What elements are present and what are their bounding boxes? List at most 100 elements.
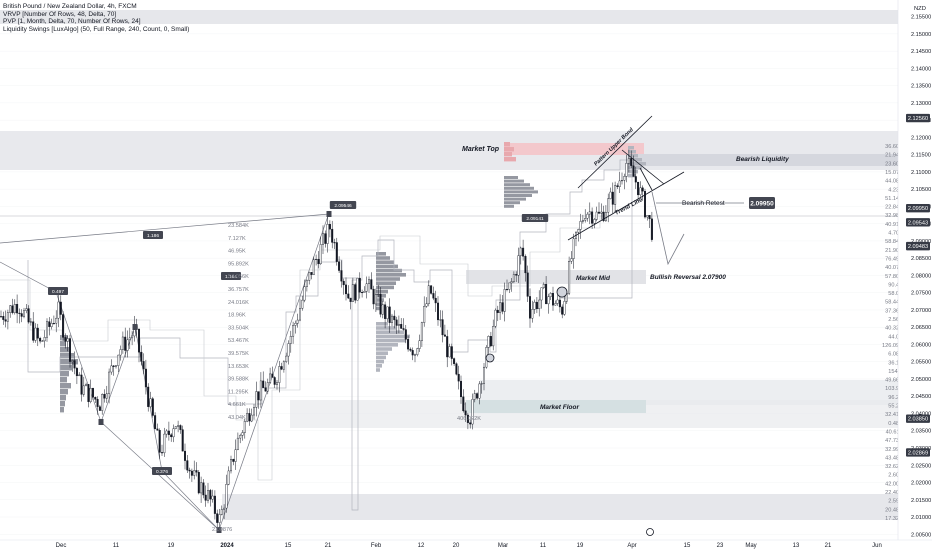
volume-bar [60, 377, 67, 383]
candle-up [351, 284, 354, 302]
candle-up [600, 211, 603, 214]
candle-down [52, 323, 55, 325]
candle-down [501, 302, 504, 312]
volume-bar [504, 190, 538, 194]
candle-up [533, 301, 536, 310]
x-tick-label: 19 [577, 543, 584, 549]
volume-bar [376, 330, 404, 334]
x-tick-label: 21 [825, 543, 832, 549]
zigzag-tag [152, 467, 172, 475]
candle-up [269, 373, 272, 383]
volume-bar [504, 197, 526, 201]
volume-bar [376, 289, 388, 294]
volume-label-left: 36.757K [228, 287, 249, 293]
y-tick-label: 2.07000 [911, 308, 931, 314]
volume-label-left: 18.96K [228, 313, 246, 319]
candle-down [526, 272, 529, 297]
bearish-retest-label: Bearish Retest [682, 200, 725, 207]
candle-down [552, 292, 555, 306]
price-badge [906, 448, 930, 457]
candle-down [345, 284, 348, 295]
candle-down [73, 360, 76, 369]
pivot-marker [132, 324, 138, 330]
candle-up [584, 218, 587, 221]
x-tick-label: May [745, 543, 756, 549]
volume-bar [376, 347, 392, 351]
candle-down [62, 314, 65, 338]
candle-up [23, 310, 26, 317]
candle-down [181, 429, 184, 452]
candle-up [326, 224, 329, 244]
candle-down [437, 302, 440, 321]
candle-up [200, 482, 203, 494]
candle-up [531, 309, 534, 319]
market-floor-label: Market Floor [540, 404, 579, 411]
candle-down [144, 368, 147, 388]
candle-down [310, 272, 313, 275]
volume-label-right: 40.611K [886, 429, 907, 435]
candle-down [232, 459, 235, 462]
candle-down [158, 430, 161, 453]
y-tick-label: 2.10500 [911, 187, 931, 193]
candle-down [529, 296, 532, 319]
candle-up [6, 312, 9, 322]
candle-up [177, 425, 180, 427]
pivot-marker [216, 527, 222, 533]
volume-bar [376, 306, 380, 311]
candle-down [137, 328, 140, 353]
y-tick-label: 2.01000 [911, 515, 931, 521]
candle-down [124, 336, 127, 351]
candle-up [287, 343, 290, 357]
candle-down [18, 312, 21, 314]
candle-up [128, 337, 131, 341]
volume-bar [376, 252, 386, 256]
pattern-upper-bond-line [577, 115, 653, 189]
volume-label-right: 22.849K [885, 205, 906, 211]
legend-vrvp[interactable]: VRVP [Number Of Rows, 48, Delta, 70] [3, 10, 117, 18]
candle-up [250, 414, 253, 422]
candle-down [257, 391, 260, 401]
volume-label-right: 103.90K [885, 386, 906, 392]
volume-bar [376, 281, 396, 285]
y-tick-label: 2.05000 [911, 377, 931, 383]
legend-pvp[interactable]: PVP [1, Month, Delta, 70, Number Of Rows… [3, 18, 141, 26]
candle-down [641, 187, 644, 192]
x-tick-label: 11 [113, 543, 120, 549]
candle-up [363, 291, 366, 293]
candle-down [384, 304, 387, 319]
volume-bar [60, 389, 68, 395]
candle-up [607, 198, 610, 213]
volume-bar [504, 147, 514, 152]
candle-up [294, 322, 297, 326]
volume-label-right: 32.995K [885, 447, 906, 453]
candle-up [252, 407, 255, 416]
candle-up [581, 220, 584, 222]
candle-down [411, 350, 414, 356]
volume-bar [376, 364, 382, 368]
candle-up [556, 299, 559, 304]
candle-up [588, 211, 591, 215]
candle-up [46, 321, 49, 338]
legend-symbol[interactable]: British Pound / New Zealand Dollar, 4h, … [3, 3, 137, 10]
volume-label-left: 43.04K [228, 415, 246, 421]
x-tick-label: 15 [285, 543, 292, 549]
volume-bar [628, 154, 638, 158]
candle-down [273, 377, 276, 385]
candle-down [602, 211, 605, 221]
volume-label-right: 21.903K [885, 248, 906, 254]
y-tick-label: 2.14500 [911, 49, 931, 55]
candle-up [29, 321, 32, 323]
legend-liquidity-swings[interactable]: Liquidity Swings [LuxAlgo] (50, Full Ran… [3, 25, 190, 33]
candle-down [190, 470, 193, 476]
volume-label-right: 2.595K [888, 499, 906, 505]
volume-bar [628, 162, 646, 166]
pattern-lines [464, 115, 744, 405]
y-tick-label: 2.03500 [911, 429, 931, 435]
candle-up [414, 354, 417, 356]
candle-up [101, 394, 104, 411]
trend-line-label: Trend Line [614, 197, 644, 217]
x-tick-label: 13 [793, 543, 800, 549]
candle-up [568, 261, 571, 294]
volume-bar [60, 341, 66, 347]
